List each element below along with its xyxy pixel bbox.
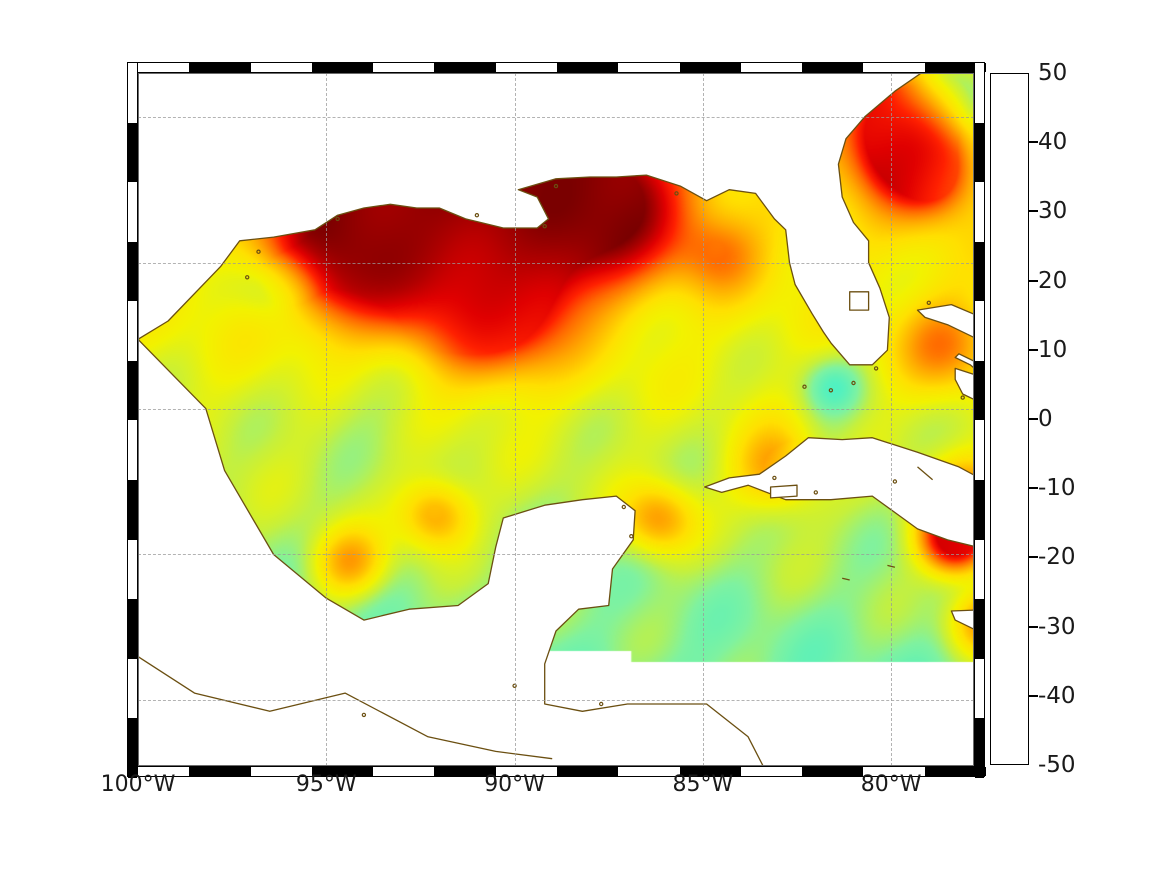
colorbar [990,73,1038,765]
small-island-3 [828,388,834,393]
map-frame [138,73,974,766]
small-island-10 [335,216,340,222]
small-island-19 [599,701,604,707]
landmass-jamaica [950,609,974,630]
small-island-16 [772,475,777,481]
colorbar-tick [1029,348,1038,351]
small-island-14 [629,534,634,539]
map-border-segment [434,767,496,776]
map-border-left [127,62,138,778]
map-border-right [974,62,985,778]
colorbar-tick-label: 10 [1038,336,1068,363]
map-border-segment [311,63,374,72]
map-border-segment [311,767,374,776]
colorbar-tick [1029,279,1038,282]
colorbar-tick [1029,418,1038,420]
lake-okeechobee [849,291,870,311]
map-border-bottom [127,766,986,777]
colorbar-tick [1029,141,1038,144]
landmass-united-states [138,73,974,366]
coastline-vector-layer [138,73,974,766]
map-border-segment [802,63,864,72]
colorbar-tick [1029,210,1038,213]
coastline-arc-2 [842,577,850,581]
colorbar-tick-label: -30 [1038,613,1076,640]
map-border-segment [975,480,984,540]
map-border-segment [128,599,137,659]
colorbar-tick-label: 30 [1038,198,1068,225]
landmass-bahamas-north [916,303,974,339]
map-border-segment [975,718,984,778]
small-island-2 [802,384,807,389]
colorbar-ticks [1029,73,1039,765]
small-island-11 [926,300,932,305]
map-border-segment [128,718,137,778]
colorbar-tick-label: 40 [1038,129,1068,156]
colorbar-tick-label: -20 [1038,544,1076,571]
colorbar-tick-label: -50 [1038,752,1076,778]
map-plot-area [127,62,986,778]
colorbar-tick-labels: -50 -40 -30 -20 -10 0 10 20 30 40 50 [1038,60,1158,778]
map-border-segment [128,122,137,183]
small-island-12 [960,395,965,400]
map-border-segment [557,767,619,776]
colorbar-tick-label: -40 [1038,682,1076,709]
map-border-segment [128,480,137,540]
small-island-7 [553,183,559,189]
small-island-1 [244,275,250,280]
colorbar-tick [1029,556,1038,559]
map-border-segment [975,241,984,302]
small-island-8 [674,191,679,196]
coastline-arc-1 [917,466,934,481]
landmass-andros [954,367,974,401]
colorbar-tick-label: 20 [1038,267,1068,294]
coastline-arc-0 [138,656,553,760]
coastline-arc-3 [887,564,896,568]
landmass-isla-de-la-juventud [769,484,798,499]
landmass-mexico-central-america [138,338,764,766]
map-border-segment [975,122,984,183]
map-border-segment [189,767,251,776]
small-island-4 [851,380,856,386]
small-island-17 [813,490,819,495]
colorbar-tick [1029,625,1038,628]
map-border-segment [128,360,137,421]
map-border-segment [802,767,864,776]
colorbar-gradient [990,73,1029,765]
map-border-segment [924,63,986,72]
map-border-segment [975,599,984,659]
map-border-segment [128,241,137,302]
map-border-segment [679,767,741,776]
small-island-0 [256,249,261,254]
map-border-segment [557,63,619,72]
small-island-6 [474,212,480,218]
colorbar-tick-label: -10 [1038,475,1076,502]
map-border-segment [679,63,741,72]
colorbar-tick-label: 0 [1038,406,1053,432]
small-island-18 [892,479,898,484]
map-border-top [127,62,986,73]
map-border-segment [434,63,496,72]
map-border-segment [924,767,986,776]
map-border-segment [975,360,984,421]
colorbar-tick [1029,487,1038,490]
small-island-5 [873,366,879,371]
small-island-9 [542,223,547,229]
small-island-15 [621,504,626,510]
map-border-segment [189,63,251,72]
colorbar-tick [1029,694,1038,697]
landmass-bahamas-central [954,353,974,369]
landmass-cuba [704,437,974,547]
small-island-21 [361,712,367,718]
colorbar-tick-label: 50 [1038,60,1068,86]
